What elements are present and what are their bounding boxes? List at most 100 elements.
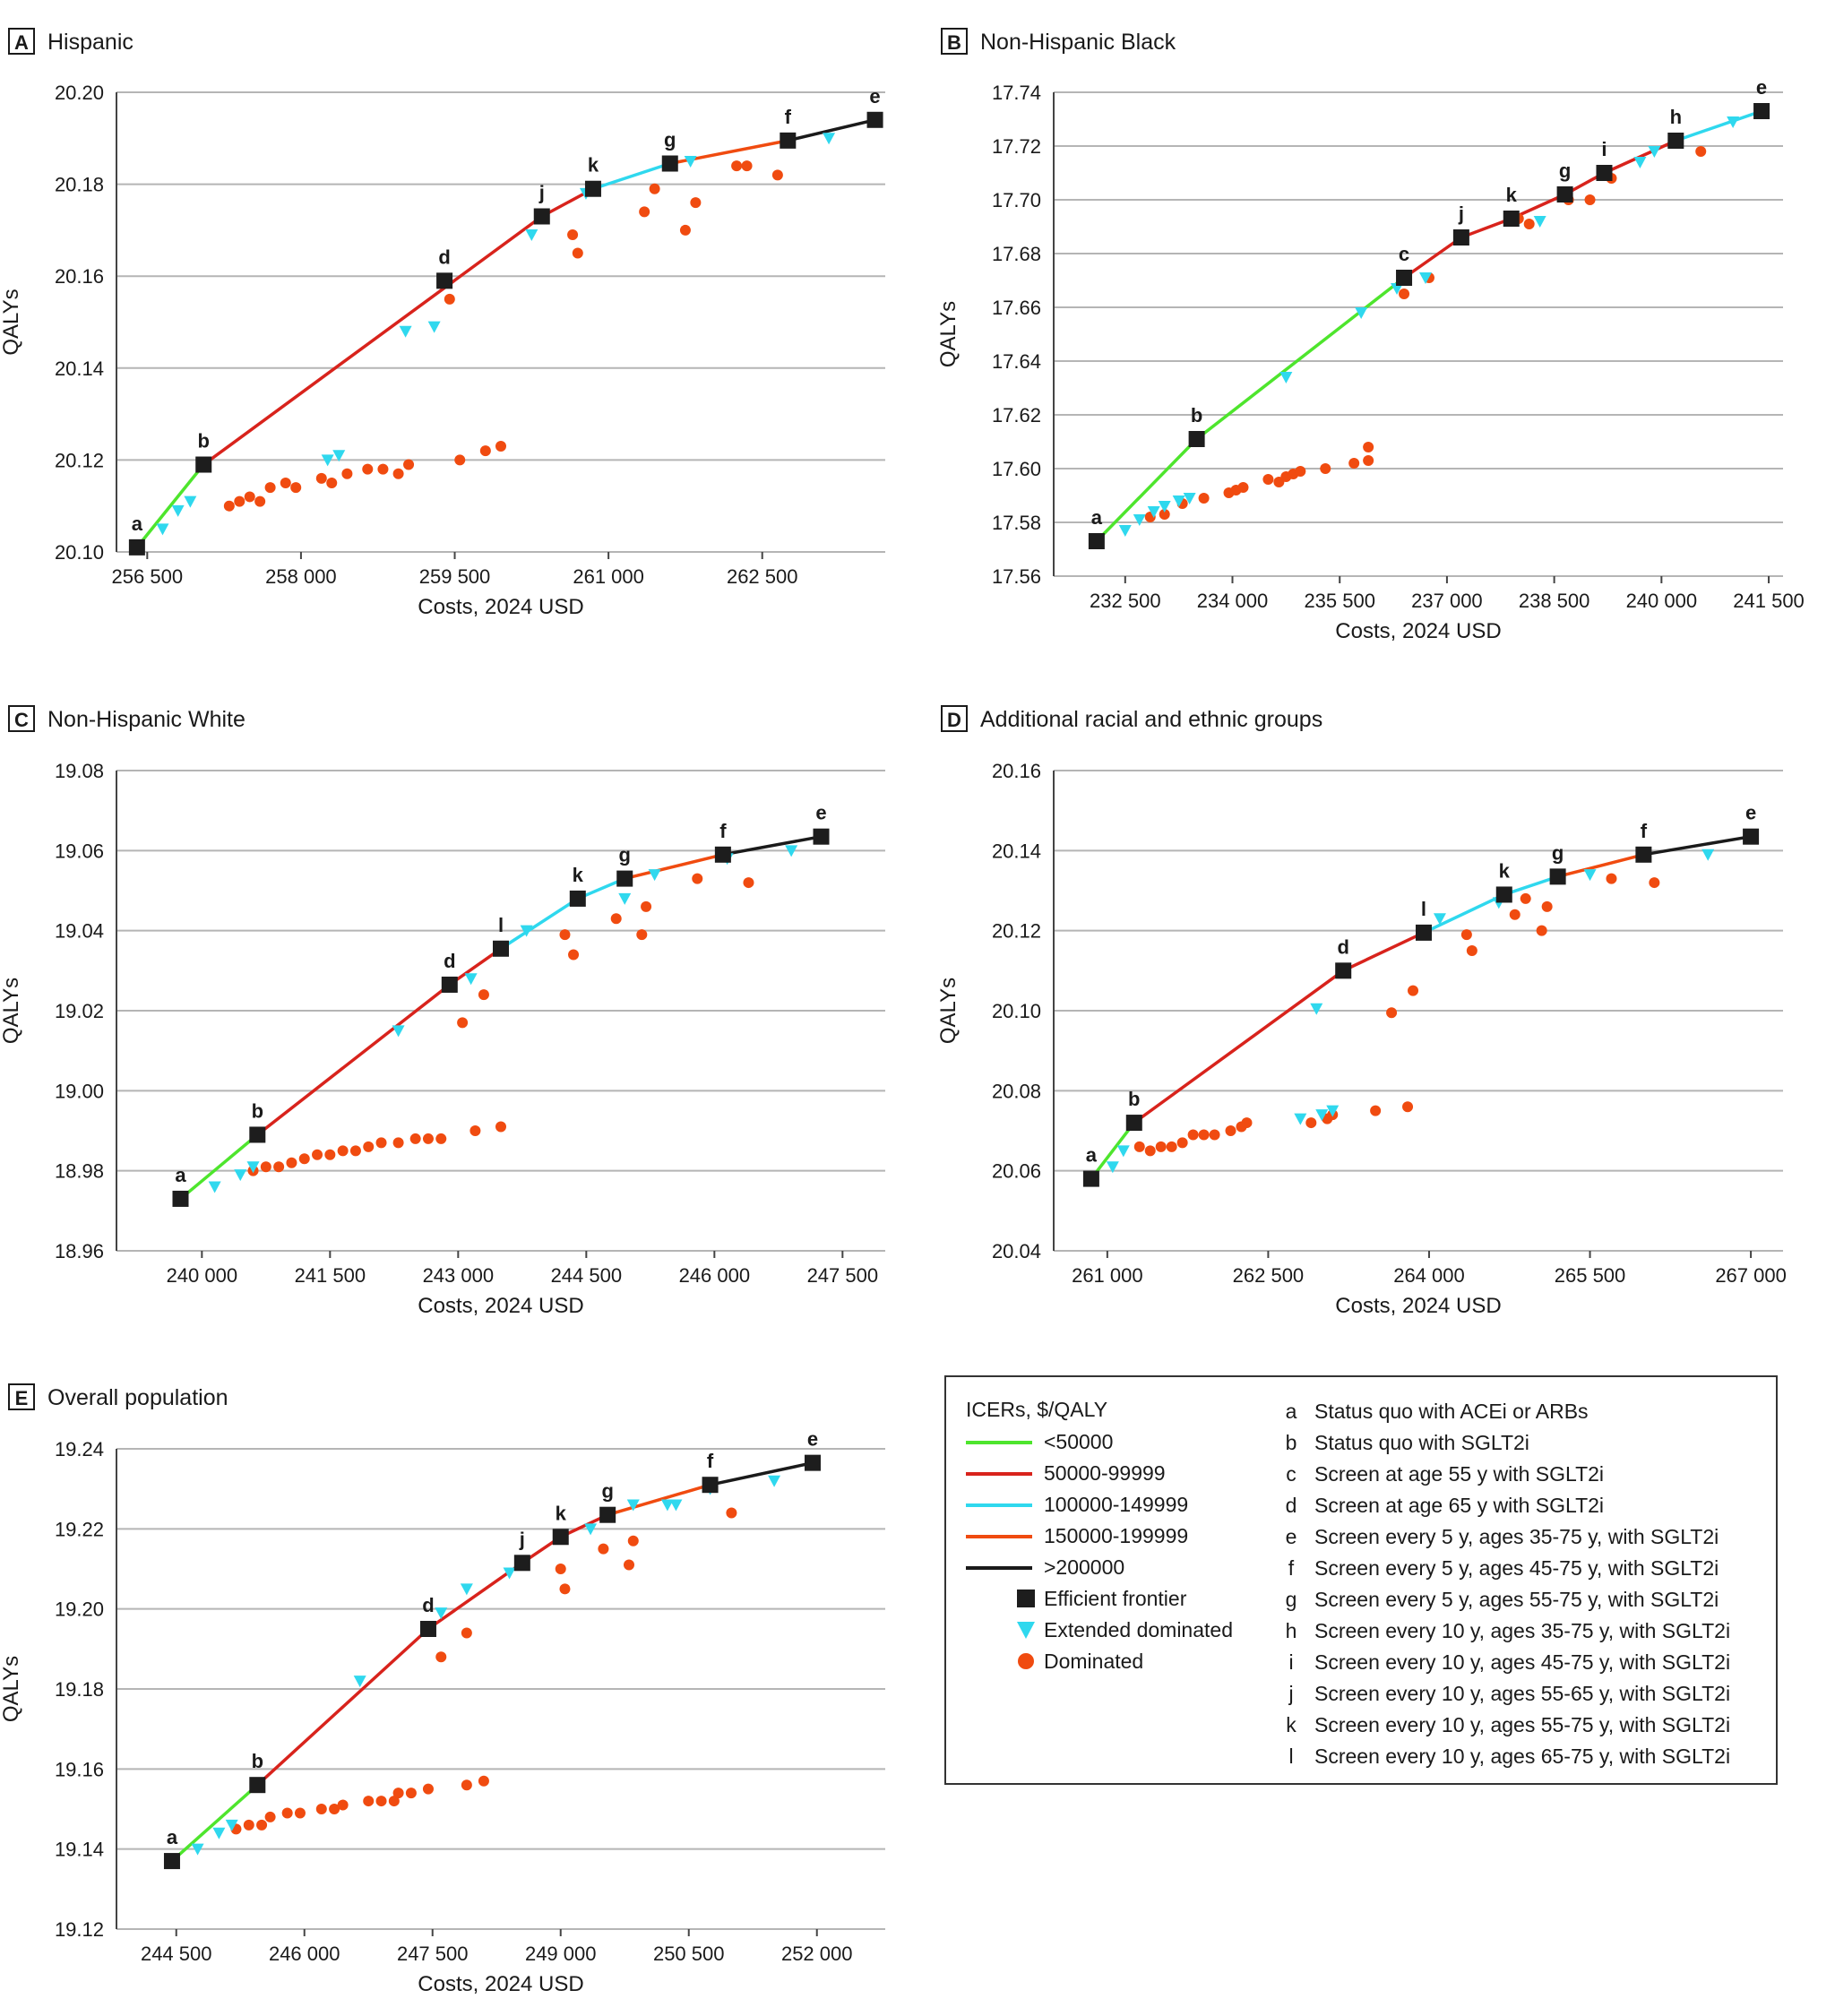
y-tick-label: 19.20 xyxy=(55,1598,104,1621)
legend-strategy-key: h xyxy=(1286,1619,1297,1642)
legend-strategy-key: j xyxy=(1288,1682,1293,1705)
frontier-segment-d-l xyxy=(448,947,503,986)
dominated-point xyxy=(1695,146,1707,157)
legend-strategy-label: Screen every 10 y, ages 65-75 y, with SG… xyxy=(1314,1745,1730,1768)
panel-title: Non-Hispanic White xyxy=(47,707,246,732)
legend-strategy-key: l xyxy=(1288,1745,1293,1768)
extended-dominated-point xyxy=(1118,525,1132,537)
extended-dominated-point xyxy=(1326,1105,1340,1117)
frontier-segment-h-e xyxy=(1675,109,1762,142)
dominated-point xyxy=(349,1145,361,1157)
frontier-label-a: a xyxy=(1086,1144,1098,1167)
dominated-point xyxy=(281,1807,293,1819)
y-tick-label: 19.14 xyxy=(55,1839,104,1861)
dominated-point xyxy=(1198,493,1210,504)
dominated-point xyxy=(1241,1117,1253,1129)
dominated-point xyxy=(1536,925,1547,936)
dominated-point xyxy=(478,1775,489,1787)
y-tick-label: 17.68 xyxy=(992,243,1041,265)
legend-strategy-label: Screen at age 65 y with SGLT2i xyxy=(1314,1494,1604,1517)
dominated-point xyxy=(1509,909,1521,920)
dominated-point xyxy=(405,1788,417,1799)
panel-letter: D xyxy=(947,709,961,731)
frontier-label-d: d xyxy=(444,950,455,972)
x-tick-label: 234 000 xyxy=(1197,590,1269,612)
legend-strategy-key: c xyxy=(1286,1462,1297,1486)
frontier-segment-a-b xyxy=(170,1783,259,1863)
extended-dominated-point xyxy=(626,1499,640,1512)
dominated-point xyxy=(690,197,702,209)
panel-C: C Non-Hispanic White 18.96 18.98 19.00 19.02 1… xyxy=(0,705,885,1318)
legend-box xyxy=(944,1375,1778,1785)
frontier-point-b xyxy=(249,1126,266,1143)
dominated-point xyxy=(641,900,652,912)
extended-dominated-point xyxy=(1106,1161,1119,1174)
dominated-point xyxy=(636,929,648,941)
extended-dominated-point xyxy=(332,450,346,462)
y-tick-label: 17.66 xyxy=(992,297,1041,319)
frontier-label-b: b xyxy=(252,1099,263,1122)
frontier-point-k xyxy=(569,890,586,907)
legend-icer-label: 50000-99999 xyxy=(1044,1461,1166,1485)
dominated-point xyxy=(324,1149,336,1160)
dominated-point xyxy=(1466,945,1477,956)
frontier-point-c xyxy=(1396,270,1413,286)
frontier-label-f: f xyxy=(1641,820,1648,842)
frontier-label-k: k xyxy=(1499,859,1511,882)
panel-title: Hispanic xyxy=(47,30,134,55)
extended-dominated-point xyxy=(1391,283,1404,295)
frontier-label-k: k xyxy=(1506,184,1518,206)
x-tick-label: 247 500 xyxy=(397,1943,469,1965)
frontier-segment-a-b xyxy=(135,463,205,548)
dominated-point xyxy=(771,169,783,181)
frontier-point-k xyxy=(1503,211,1520,227)
dominated-point xyxy=(1198,1129,1210,1141)
x-tick-label: 262 500 xyxy=(727,565,798,588)
frontier-point-k xyxy=(584,180,601,197)
x-tick-label: 244 500 xyxy=(141,1943,212,1965)
dominated-point xyxy=(234,495,246,507)
panel-letter-box xyxy=(941,705,968,732)
extended-dominated-point xyxy=(684,155,697,168)
extended-dominated-point xyxy=(208,1181,221,1193)
dominated-point xyxy=(627,1535,639,1546)
y-tick-label: 19.06 xyxy=(55,840,104,862)
dominated-point xyxy=(731,160,743,172)
frontier-label-a: a xyxy=(167,1826,178,1848)
dominated-point xyxy=(1144,1145,1156,1157)
extended-dominated-point xyxy=(1279,372,1293,383)
extended-dominated-point xyxy=(1158,501,1171,513)
y-tick-label: 19.12 xyxy=(55,1918,104,1941)
x-tick-label: 259 500 xyxy=(419,565,491,588)
frontier-label-d: d xyxy=(1337,935,1348,958)
frontier-label-e: e xyxy=(815,802,826,824)
extended-dominated-point xyxy=(191,1843,204,1856)
extended-dominated-point xyxy=(1315,1109,1329,1122)
frontier-label-f: f xyxy=(785,106,792,128)
panel-letter-box xyxy=(8,28,35,55)
frontier-label-b: b xyxy=(1191,404,1202,426)
panel-letter: B xyxy=(947,31,961,54)
frontier-point-k xyxy=(552,1529,569,1546)
dominated-point xyxy=(435,1651,447,1663)
extended-dominated-point xyxy=(1633,157,1647,168)
extended-dominated-point xyxy=(399,325,412,338)
dominated-point xyxy=(280,478,291,489)
y-axis-label: QALYs xyxy=(0,1656,23,1722)
frontier-segment-a-b xyxy=(179,1133,259,1201)
frontier-point-f xyxy=(1635,846,1652,863)
extended-dominated-point xyxy=(1183,493,1196,504)
y-tick-label: 20.16 xyxy=(55,265,104,288)
dominated-point xyxy=(568,949,580,961)
frontier-label-l: l xyxy=(498,914,504,936)
extended-dominated-point xyxy=(1310,1003,1323,1015)
frontier-label-l: l xyxy=(1421,898,1426,920)
x-tick-label: 249 000 xyxy=(525,1943,597,1965)
y-axis-label: QALYs xyxy=(0,978,23,1044)
dominated-point xyxy=(273,1161,285,1173)
x-tick-label: 250 500 xyxy=(653,1943,725,1965)
frontier-point-f xyxy=(702,1477,719,1494)
x-tick-label: 264 000 xyxy=(1393,1264,1465,1287)
extended-dominated-point xyxy=(1172,495,1185,507)
legend-strategy-key: d xyxy=(1286,1494,1297,1517)
